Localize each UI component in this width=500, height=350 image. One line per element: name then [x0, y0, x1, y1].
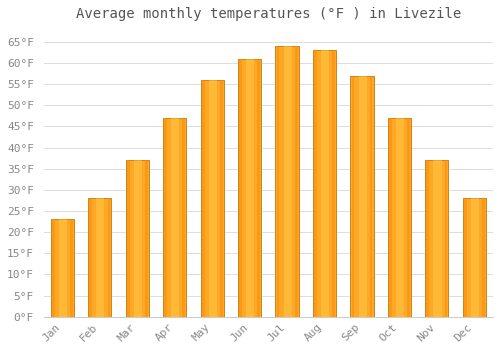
- Bar: [108, 198, 110, 317]
- Bar: [258, 59, 260, 317]
- Bar: [276, 46, 280, 317]
- Bar: [208, 80, 217, 317]
- Bar: [426, 160, 429, 317]
- Bar: [96, 198, 104, 317]
- Bar: [313, 50, 336, 317]
- Bar: [396, 118, 404, 317]
- Bar: [239, 59, 242, 317]
- Bar: [88, 198, 112, 317]
- Bar: [352, 76, 354, 317]
- Bar: [126, 160, 149, 317]
- Bar: [182, 118, 185, 317]
- Bar: [246, 59, 254, 317]
- Bar: [464, 198, 466, 317]
- Bar: [163, 118, 186, 317]
- Bar: [444, 160, 448, 317]
- Bar: [52, 219, 54, 317]
- Bar: [127, 160, 130, 317]
- Bar: [202, 80, 204, 317]
- Bar: [321, 50, 329, 317]
- Bar: [145, 160, 148, 317]
- Bar: [482, 198, 485, 317]
- Bar: [294, 46, 298, 317]
- Bar: [276, 46, 298, 317]
- Bar: [471, 198, 479, 317]
- Bar: [314, 50, 317, 317]
- Bar: [358, 76, 366, 317]
- Bar: [407, 118, 410, 317]
- Bar: [134, 160, 142, 317]
- Bar: [284, 46, 292, 317]
- Bar: [238, 59, 261, 317]
- Bar: [164, 118, 167, 317]
- Bar: [200, 80, 224, 317]
- Bar: [172, 118, 179, 317]
- Bar: [370, 76, 372, 317]
- Bar: [51, 219, 74, 317]
- Bar: [434, 160, 442, 317]
- Bar: [388, 118, 411, 317]
- Bar: [350, 76, 374, 317]
- Bar: [389, 118, 392, 317]
- Bar: [220, 80, 222, 317]
- Bar: [332, 50, 335, 317]
- Bar: [90, 198, 92, 317]
- Bar: [70, 219, 73, 317]
- Title: Average monthly temperatures (°F ) in Livezile: Average monthly temperatures (°F ) in Li…: [76, 7, 461, 21]
- Bar: [426, 160, 448, 317]
- Bar: [59, 219, 67, 317]
- Bar: [462, 198, 486, 317]
